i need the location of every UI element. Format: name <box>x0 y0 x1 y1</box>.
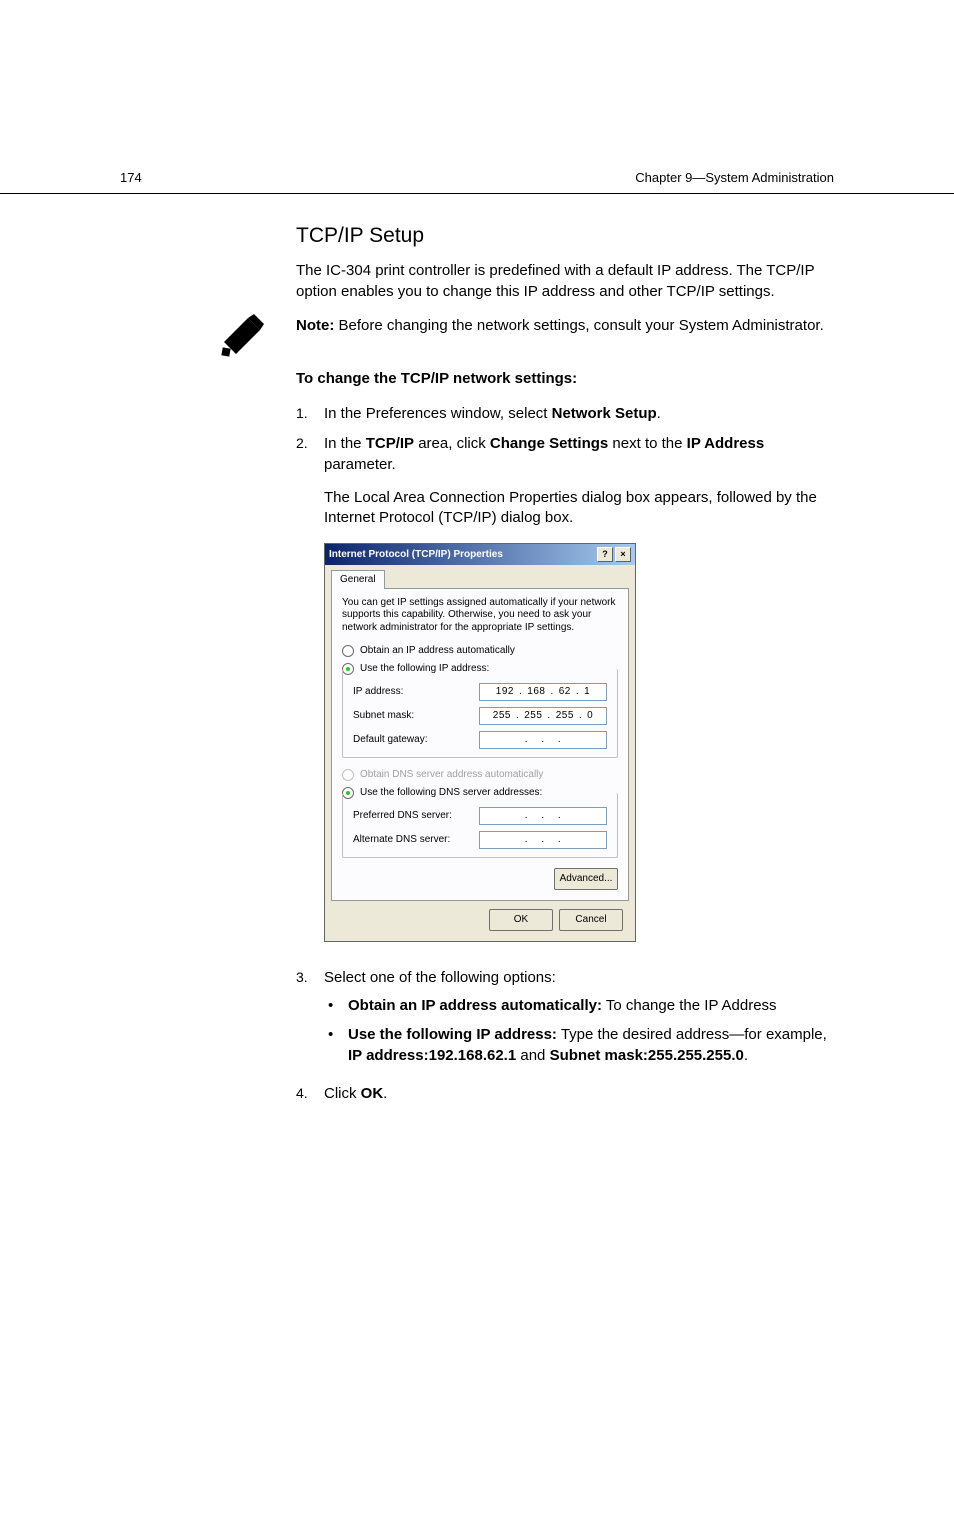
dialog-title: Internet Protocol (TCP/IP) Properties <box>329 548 503 562</box>
label-gateway: Default gateway: <box>353 733 428 747</box>
step-number: 2. <box>296 434 324 957</box>
input-adns[interactable]: . . . <box>479 831 607 849</box>
step-number: 1. <box>296 404 324 425</box>
ok-button[interactable]: OK <box>489 909 553 931</box>
step-number: 4. <box>296 1084 324 1105</box>
section-title: TCP/IP Setup <box>296 222 834 251</box>
step-number: 3. <box>296 968 324 1075</box>
label-pdns: Preferred DNS server: <box>353 809 452 823</box>
step1-bold: Network Setup <box>552 405 657 422</box>
radio-ip-auto-label: Obtain an IP address automatically <box>360 644 515 658</box>
bullet: • <box>328 996 348 1017</box>
step3-text: Select one of the following options: <box>324 968 834 989</box>
input-mask[interactable]: 255.255.255.0 <box>479 707 607 725</box>
radio-ip-auto[interactable] <box>342 645 354 657</box>
note-label: Note: <box>296 317 334 334</box>
label-mask: Subnet mask: <box>353 709 414 723</box>
bullet: • <box>328 1025 348 1066</box>
note-icon <box>218 312 266 360</box>
help-icon[interactable]: ? <box>597 547 613 562</box>
input-pdns[interactable]: . . . <box>479 807 607 825</box>
note-text: Before changing the network settings, co… <box>334 317 823 334</box>
page-number: 174 <box>120 170 142 185</box>
step2-para2: The Local Area Connection Properties dia… <box>324 488 834 529</box>
procedure-title: To change the TCP/IP network settings: <box>296 369 834 390</box>
radio-dns-auto <box>342 769 354 781</box>
tcpip-dialog: Internet Protocol (TCP/IP) Properties ? … <box>324 543 636 941</box>
label-ip: IP address: <box>353 685 403 699</box>
input-gateway[interactable]: . . . <box>479 731 607 749</box>
label-adns: Alternate DNS server: <box>353 833 450 847</box>
dialog-desc: You can get IP settings assigned automat… <box>342 597 618 635</box>
tab-general[interactable]: General <box>331 570 385 589</box>
cancel-button[interactable]: Cancel <box>559 909 623 931</box>
chapter-title: Chapter 9—System Administration <box>635 170 834 185</box>
close-icon[interactable]: × <box>615 547 631 562</box>
radio-dns-auto-label: Obtain DNS server address automatically <box>360 768 543 782</box>
input-ip[interactable]: 192.168.62.1 <box>479 683 607 701</box>
section-intro: The IC-304 print controller is predefine… <box>296 261 834 302</box>
advanced-button[interactable]: Advanced... <box>554 868 618 890</box>
step1-text: In the Preferences window, select <box>324 405 552 422</box>
